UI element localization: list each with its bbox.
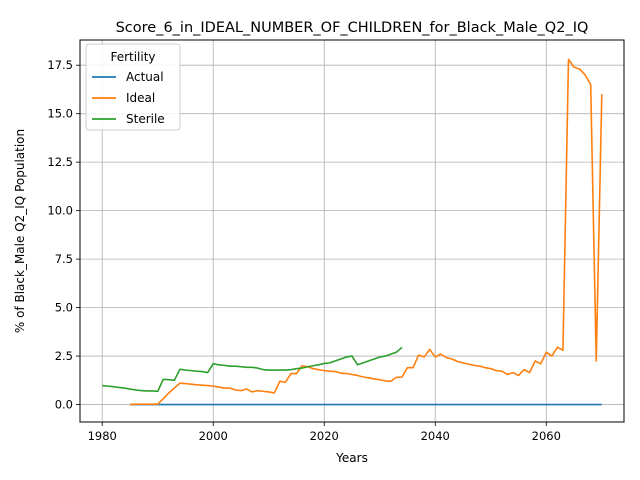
- series-lines: [102, 58, 603, 406]
- y-tick-label: 10.0: [47, 204, 73, 218]
- y-tick-label: 12.5: [47, 155, 73, 169]
- y-axis-label: % of Black_Male Q2_IQ Population: [13, 129, 27, 333]
- y-tick-label: 17.5: [47, 58, 73, 72]
- x-tick-label: 2060: [532, 429, 561, 443]
- legend-label-sterile: Sterile: [126, 112, 165, 126]
- y-axis-ticks: 0.0 2.5 5.0 7.5 10.0 12.5 15.0 17.5: [47, 58, 80, 412]
- y-tick-label: 0.0: [55, 398, 73, 412]
- plot-area-frame: [79, 39, 625, 423]
- series-line-ideal: [129, 58, 603, 406]
- legend: Fertility Actual Ideal Sterile: [85, 43, 181, 131]
- legend-title: Fertility: [110, 50, 155, 64]
- y-tick-label: 7.5: [55, 252, 73, 266]
- y-tick-label: 15.0: [47, 107, 73, 121]
- x-tick-label: 2040: [421, 429, 450, 443]
- x-axis-label: Years: [335, 451, 368, 465]
- y-tick-label: 2.5: [55, 349, 73, 363]
- grid: [80, 40, 624, 422]
- x-tick-label: 1980: [88, 429, 117, 443]
- x-tick-label: 2020: [310, 429, 339, 443]
- series-line-sterile: [102, 346, 403, 393]
- chart-title: Score_6_in_IDEAL_NUMBER_OF_CHILDREN_for_…: [116, 20, 589, 36]
- x-axis-ticks: 1980 2000 2020 2040 2060: [88, 422, 561, 443]
- legend-label-ideal: Ideal: [126, 91, 155, 105]
- legend-box: [85, 43, 181, 131]
- legend-label-actual: Actual: [126, 70, 164, 84]
- y-tick-label: 5.0: [55, 301, 73, 315]
- x-tick-label: 2000: [199, 429, 228, 443]
